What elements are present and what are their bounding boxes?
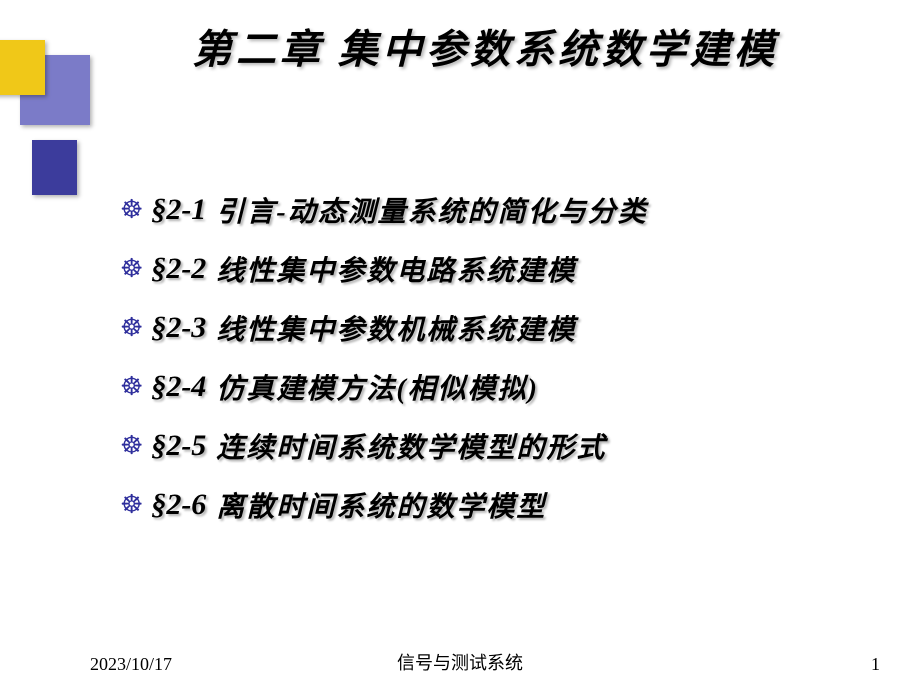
- section-number: §2-2: [151, 252, 206, 286]
- section-item: ☸ §2-6 离散时间系统的数学模型: [120, 485, 648, 525]
- section-item: ☸ §2-4 仿真建模方法(相似模拟): [120, 367, 648, 407]
- wheel-icon: ☸: [120, 254, 143, 284]
- wheel-icon: ☸: [120, 195, 143, 225]
- wheel-icon: ☸: [120, 313, 143, 343]
- section-list: ☸ §2-1 引言-动态测量系统的简化与分类 ☸ §2-2 线性集中参数电路系统…: [120, 190, 648, 544]
- chapter-title: 第二章 集中参数系统数学建模: [100, 20, 870, 80]
- section-text: 连续时间系统数学模型的形式: [216, 426, 606, 466]
- wheel-icon: ☸: [120, 372, 143, 402]
- section-text: 线性集中参数机械系统建模: [216, 308, 576, 348]
- square-yellow: [0, 40, 45, 95]
- section-number: §2-1: [151, 193, 206, 227]
- section-item: ☸ §2-3 线性集中参数机械系统建模: [120, 308, 648, 348]
- section-number: §2-4: [151, 370, 206, 404]
- slide-footer: 2023/10/17 信号与测试系统 1: [0, 645, 920, 675]
- wheel-icon: ☸: [120, 431, 143, 461]
- section-text: 引言-动态测量系统的简化与分类: [216, 190, 647, 230]
- square-blue: [32, 140, 77, 195]
- section-text: 线性集中参数电路系统建模: [216, 249, 576, 289]
- section-number: §2-3: [151, 311, 206, 345]
- section-text: 离散时间系统的数学模型: [216, 485, 546, 525]
- wheel-icon: ☸: [120, 490, 143, 520]
- section-number: §2-5: [151, 429, 206, 463]
- footer-title: 信号与测试系统: [0, 649, 920, 675]
- section-item: ☸ §2-1 引言-动态测量系统的简化与分类: [120, 190, 648, 230]
- section-item: ☸ §2-5 连续时间系统数学模型的形式: [120, 426, 648, 466]
- section-text: 仿真建模方法(相似模拟): [216, 367, 539, 407]
- corner-decoration: [0, 40, 90, 200]
- section-item: ☸ §2-2 线性集中参数电路系统建模: [120, 249, 648, 289]
- section-number: §2-6: [151, 488, 206, 522]
- footer-page-number: 1: [871, 654, 880, 675]
